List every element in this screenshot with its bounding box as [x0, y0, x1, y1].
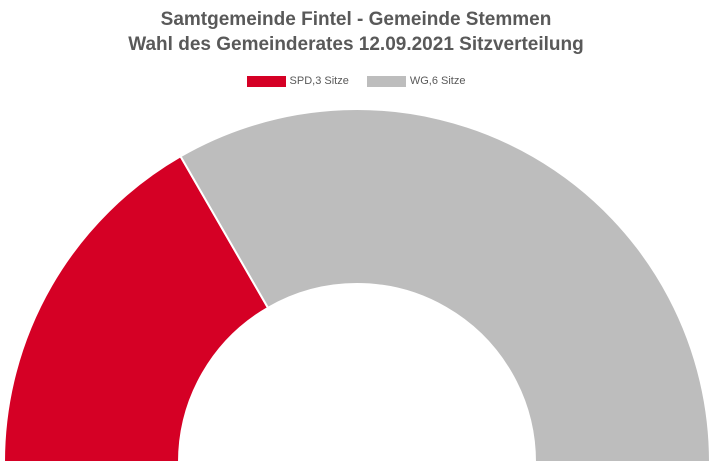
seat-segment-wg [179, 108, 712, 463]
chart-title-line-2: Wahl des Gemeinderates 12.09.2021 Sitzve… [128, 34, 584, 55]
chart-legend: SPD,3 Sitze WG,6 Sitze [0, 75, 712, 87]
legend-label-spd: SPD,3 Sitze [289, 75, 349, 87]
seat-segment-spd [2, 154, 270, 463]
legend-label-wg: WG,6 Sitze [409, 75, 466, 87]
legend-item-wg: WG,6 Sitze [366, 75, 466, 87]
legend-swatch-wg [366, 75, 406, 87]
legend-swatch-spd [246, 75, 286, 87]
chart-title-line-1: Samtgemeinde Fintel - Gemeinde Stemmen [160, 9, 552, 30]
legend-item-spd: SPD,3 Sitze [246, 75, 349, 87]
